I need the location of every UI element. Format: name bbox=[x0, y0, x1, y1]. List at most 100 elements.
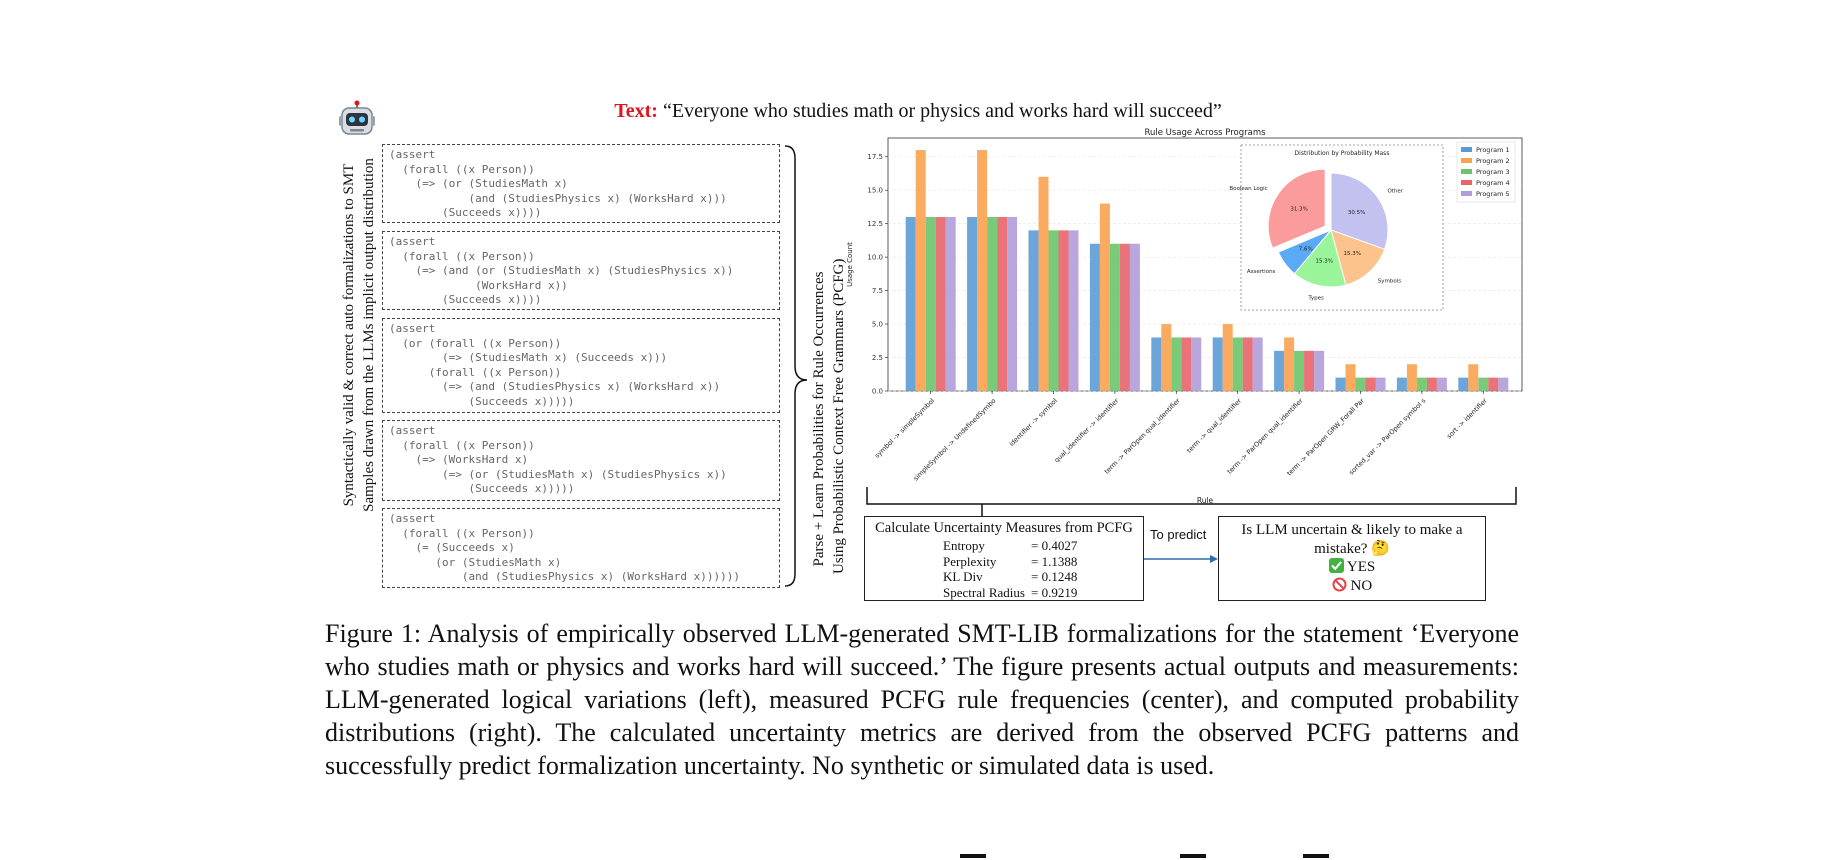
question-text: Is LLM uncertain & likely to make a mist… bbox=[1241, 522, 1463, 557]
bar bbox=[1151, 337, 1162, 391]
robot-icon bbox=[339, 100, 375, 135]
y-tick-label: 0.0 bbox=[872, 388, 883, 396]
pie-slice-label: Types bbox=[1307, 295, 1324, 301]
left-label-line1: Syntactically valid & correct auto forma… bbox=[341, 163, 357, 507]
smt-sample-box: (assert (or (forall ((x Person)) (=> (St… bbox=[382, 318, 780, 413]
left-vertical-label: Syntactically valid & correct auto forma… bbox=[339, 125, 379, 545]
uncertainty-title: Calculate Uncertainty Measures from PCFG bbox=[875, 520, 1133, 536]
pie-slice-label: Assertions bbox=[1247, 269, 1276, 275]
x-tick-label: term -> qual_identifier bbox=[1185, 397, 1243, 455]
y-tick-label: 12.5 bbox=[867, 220, 883, 228]
bar bbox=[1191, 337, 1202, 391]
cropped-text-fragment bbox=[960, 854, 1329, 858]
bar bbox=[935, 216, 946, 391]
bar bbox=[1478, 377, 1489, 391]
bar bbox=[987, 216, 998, 391]
bar bbox=[1284, 337, 1295, 391]
smt-sample-box: (assert (forall ((x Person)) (=> (or (St… bbox=[382, 144, 780, 223]
chart-bottom-brace bbox=[866, 487, 1517, 516]
legend-label: Program 3 bbox=[1476, 168, 1510, 176]
pie-slice bbox=[1330, 172, 1389, 250]
bar bbox=[1171, 337, 1182, 391]
pie-slice bbox=[1277, 229, 1332, 275]
bar bbox=[1355, 377, 1366, 391]
metric-row: KL Div = 0.1248 bbox=[943, 569, 1078, 585]
x-tick-label: identifier -> symbol bbox=[1008, 397, 1059, 448]
smt-sample-box: (assert (forall ((x Person)) (= (Succeed… bbox=[382, 508, 780, 588]
bar bbox=[1375, 377, 1386, 391]
legend-label: Program 5 bbox=[1476, 190, 1510, 198]
bar bbox=[1458, 377, 1469, 391]
figure-caption: Figure 1: Analysis of empirically observ… bbox=[325, 619, 1519, 780]
bar bbox=[967, 216, 978, 391]
x-tick-label: term -> ParOpen qual_identifier bbox=[1103, 397, 1182, 476]
x-tick-label: qual_identifier -> identifier bbox=[1053, 397, 1121, 465]
bar bbox=[1109, 243, 1120, 391]
no-row: NO bbox=[1219, 577, 1485, 596]
chart-title: Rule Usage Across Programs bbox=[1144, 128, 1266, 138]
bar bbox=[905, 216, 916, 391]
bar bbox=[1406, 364, 1417, 391]
bar bbox=[1436, 377, 1447, 391]
prohibited-icon bbox=[1332, 577, 1347, 591]
y-tick-label: 17.5 bbox=[867, 153, 883, 161]
bar bbox=[997, 216, 1008, 391]
rule-usage-chart: Rule Usage Across Programs 0.0 2.5 5.0 7.5 10… bbox=[846, 128, 1523, 505]
bar bbox=[1048, 230, 1059, 391]
bar bbox=[915, 150, 926, 391]
bar bbox=[1007, 216, 1018, 391]
bar bbox=[1129, 243, 1140, 391]
bar bbox=[1468, 364, 1479, 391]
pie-slice bbox=[1293, 228, 1347, 288]
bar bbox=[1365, 377, 1376, 391]
bar bbox=[925, 216, 936, 391]
y-tick-label: 10.0 bbox=[867, 254, 883, 262]
legend-swatch bbox=[1461, 147, 1472, 152]
bar bbox=[945, 216, 956, 391]
right-brace bbox=[784, 145, 808, 587]
bar bbox=[1396, 377, 1407, 391]
bar bbox=[1274, 350, 1285, 391]
legend-swatch bbox=[1461, 158, 1472, 163]
bar bbox=[1314, 350, 1325, 391]
predict-label: To predict bbox=[1150, 527, 1207, 542]
bar bbox=[1089, 243, 1100, 391]
pie-pct-label: 15.3% bbox=[1316, 259, 1333, 265]
y-tick-label: 2.5 bbox=[872, 354, 883, 362]
bar bbox=[1345, 364, 1356, 391]
y-tick-label: 7.5 bbox=[872, 287, 883, 295]
pie-pct-label: 7.6% bbox=[1299, 247, 1313, 253]
bar bbox=[1242, 337, 1253, 391]
bar bbox=[1252, 337, 1263, 391]
metric-row: Spectral Radius = 0.9219 bbox=[943, 584, 1078, 600]
text-label: Text: bbox=[614, 100, 658, 122]
inset-pie-title: Distribution by Probability Mass bbox=[1295, 150, 1390, 157]
x-tick-label: symbol -> simpleSymbol bbox=[873, 397, 936, 460]
bar bbox=[1028, 230, 1039, 391]
y-axis-label: Usage Count bbox=[846, 242, 854, 287]
smt-sample-box: (assert (forall ((x Person)) (=> (and (o… bbox=[382, 231, 780, 310]
middle-label-line1: Parse + Learn Probabilities for Rule Occ… bbox=[811, 271, 827, 567]
pie-slice-label: Symbols bbox=[1378, 279, 1401, 285]
pie-slice-label: Boolean Logic bbox=[1229, 186, 1267, 192]
bar bbox=[1416, 377, 1427, 391]
bar bbox=[1304, 350, 1315, 391]
yes-row: YES bbox=[1219, 558, 1485, 577]
statement-quote: “Everyone who studies math or physics an… bbox=[662, 100, 1222, 122]
legend-swatch bbox=[1461, 169, 1472, 174]
bar bbox=[977, 150, 988, 391]
bar bbox=[1232, 337, 1243, 391]
x-axis-label: Rule bbox=[1197, 496, 1214, 505]
bar bbox=[1068, 230, 1079, 391]
pie-slice-label: Other bbox=[1387, 188, 1403, 194]
bar bbox=[1335, 377, 1346, 391]
bar bbox=[1119, 243, 1130, 391]
bar bbox=[1498, 377, 1509, 391]
pie-pct-label: 15.3% bbox=[1344, 251, 1361, 257]
pie-slice bbox=[1330, 229, 1386, 286]
legend-label: Program 4 bbox=[1476, 179, 1510, 187]
bar bbox=[1426, 377, 1437, 391]
metric-row: Perplexity = 1.1388 bbox=[943, 553, 1078, 569]
pie-pct-label: 30.5% bbox=[1348, 210, 1365, 216]
legend-swatch bbox=[1461, 180, 1472, 185]
